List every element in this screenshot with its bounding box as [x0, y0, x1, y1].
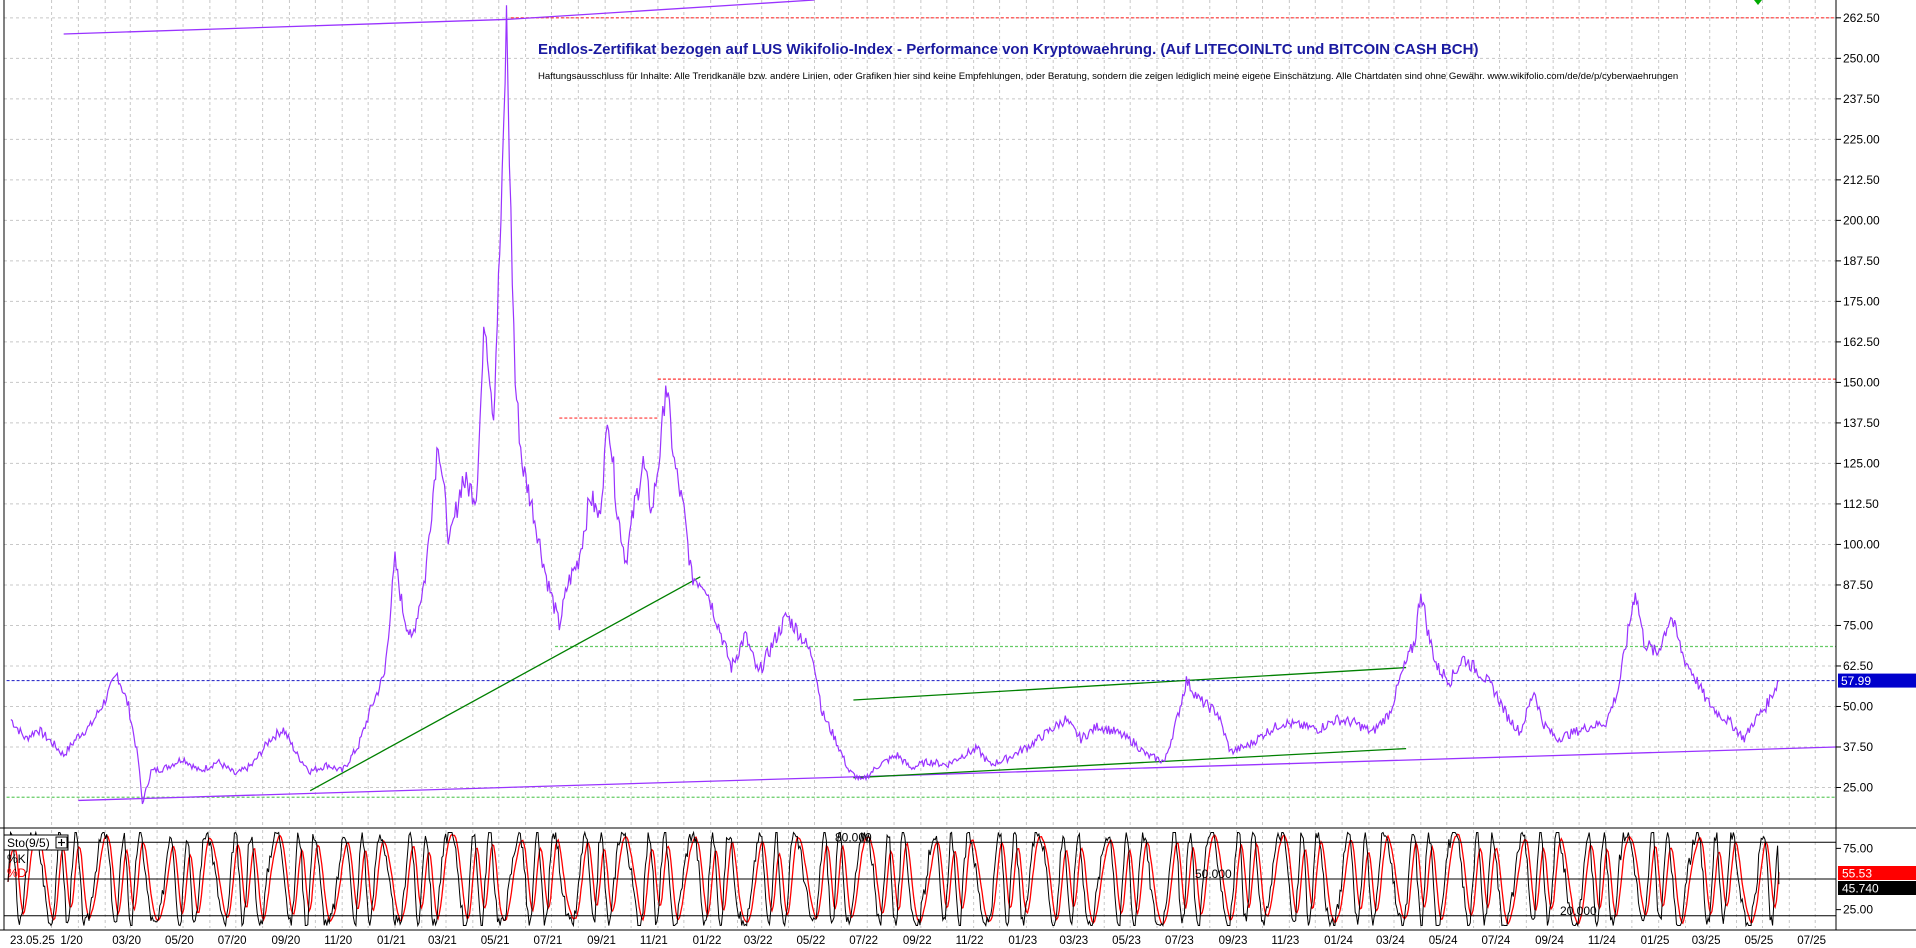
trend-line-2: [78, 746, 1837, 802]
stochastic-series: [7, 830, 1780, 928]
stoch-k-line: [7, 830, 1780, 928]
x-tick-label-1: 1/20: [60, 935, 82, 947]
y-tick-label-14: 87.50: [1843, 578, 1873, 592]
x-tick-label-6: 11/20: [324, 935, 352, 947]
x-tick-label-21: 05/23: [1112, 935, 1141, 947]
ind-level-label-1: 50.000: [1195, 867, 1232, 881]
x-tick-label-18: 11/22: [956, 935, 984, 947]
y-tick-label-15: 75.00: [1843, 618, 1873, 632]
price-series: [10, 5, 1780, 805]
top-marker-icon: [1754, 0, 1762, 5]
x-tick-label-5: 09/20: [271, 935, 300, 947]
y-tick-label-13: 100.00: [1843, 537, 1880, 551]
y-tick-labels: 262.50 250.00 237.50 225.00 212.50 200.00 187.…: [1836, 11, 1880, 917]
trend-line-0: [63, 18, 507, 35]
x-tick-label-30: 11/24: [1588, 935, 1617, 947]
chart-disclaimer: Haftungsausschluss für Inhalte: Alle Tre…: [538, 71, 1678, 82]
x-tick-label-7: 01/21: [377, 935, 406, 947]
indicator-level-labels: 80.000 50.000 20.000: [4, 830, 1836, 918]
x-tick-labels: 23.05.25 1/20 03/20 05/20 07/20 09/20 11/20 01/…: [10, 935, 1826, 947]
x-tick-label-27: 05/24: [1429, 935, 1458, 947]
trend-line-5: [853, 747, 1407, 779]
x-tick-label-2: 03/20: [112, 935, 141, 947]
indicator-name: Sto(9/5): [7, 836, 50, 850]
y-tick-label-9: 150.00: [1843, 375, 1880, 389]
y-tick-label-6: 187.50: [1843, 254, 1880, 268]
x-tick-label-3: 05/20: [165, 935, 194, 947]
x-tick-label-11: 09/21: [587, 935, 616, 947]
x-tick-label-12: 11/21: [640, 935, 668, 947]
legend-d: %D: [7, 866, 27, 880]
x-tick-label-24: 11/23: [1271, 935, 1299, 947]
x-tick-label-26: 03/24: [1376, 935, 1405, 947]
d-value-label: 55.53: [1842, 867, 1872, 881]
trend-lines: [63, 0, 1837, 802]
last-price-badge: 57.99: [1838, 673, 1916, 688]
ind-y-tick-label-1: 25.00: [1843, 903, 1873, 917]
x-tick-label-14: 03/22: [744, 935, 773, 947]
y-tick-label-18: 37.50: [1843, 740, 1873, 754]
y-tick-label-3: 225.00: [1843, 132, 1880, 146]
x-tick-label-19: 01/23: [1008, 935, 1037, 947]
x-tick-label-23: 09/23: [1219, 935, 1248, 947]
trend-line-3: [309, 576, 701, 792]
y-tick-label-4: 212.50: [1843, 173, 1880, 187]
x-tick-label-29: 09/24: [1535, 935, 1564, 947]
y-tick-label-19: 25.00: [1843, 780, 1873, 794]
stoch-d-line: [7, 833, 1780, 926]
price-line: [10, 5, 1780, 805]
x-tick-label-28: 07/24: [1482, 935, 1511, 947]
x-tick-label-33: 05/25: [1744, 935, 1773, 947]
y-tick-label-8: 162.50: [1843, 335, 1880, 349]
x-tick-label-31: 01/25: [1641, 935, 1670, 947]
y-tick-label-17: 50.00: [1843, 699, 1873, 713]
x-tick-label-22: 07/23: [1165, 935, 1194, 947]
k-value-label: 45.740: [1842, 882, 1879, 896]
last-price-label: 57.99: [1841, 674, 1871, 688]
x-tick-label-4: 07/20: [218, 935, 247, 947]
x-tick-label-16: 07/22: [849, 935, 878, 947]
x-tick-label-15: 05/22: [796, 935, 825, 947]
ind-level-label-2: 20.000: [1560, 904, 1597, 918]
horizontal-levels: [6, 17, 1836, 798]
y-tick-label-5: 200.00: [1843, 213, 1880, 227]
x-tick-label-20: 03/23: [1059, 935, 1088, 947]
x-tick-label-25: 01/24: [1324, 935, 1353, 947]
x-tick-label-34: 07/25: [1797, 935, 1826, 947]
x-tick-label-32: 03/25: [1692, 935, 1721, 947]
trend-line-4: [853, 666, 1407, 701]
y-tick-label-1: 250.00: [1843, 51, 1880, 65]
y-tick-label-7: 175.00: [1843, 294, 1880, 308]
x-tick-label-10: 07/21: [534, 935, 563, 947]
indicator-header[interactable]: Sto(9/5): [3, 834, 69, 851]
k-value-badge: 45.740: [1838, 881, 1916, 896]
d-value-badge: 55.53: [1838, 866, 1916, 881]
x-tick-label-0: 23.05.25: [10, 935, 55, 947]
ind-level-label-0: 80.000: [835, 830, 872, 844]
x-tick-label-8: 03/21: [428, 935, 457, 947]
y-tick-label-16: 62.50: [1843, 659, 1873, 673]
x-tick-label-13: 01/22: [693, 935, 722, 947]
chart-title: Endlos-Zertifikat bezogen auf LUS Wikifo…: [538, 41, 1478, 58]
legend-k: %K: [7, 852, 26, 866]
y-tick-label-2: 237.50: [1843, 92, 1880, 106]
y-tick-label-0: 262.50: [1843, 11, 1880, 25]
main-grid: [4, 0, 1836, 828]
ind-y-tick-label-0: 75.00: [1843, 841, 1873, 855]
y-tick-label-12: 112.50: [1843, 497, 1879, 511]
y-tick-label-10: 137.50: [1843, 416, 1880, 430]
y-tick-label-11: 125.00: [1843, 456, 1880, 470]
x-tick-label-17: 09/22: [903, 935, 932, 947]
trend-line-1: [506, 0, 815, 21]
x-tick-label-9: 05/21: [481, 935, 510, 947]
